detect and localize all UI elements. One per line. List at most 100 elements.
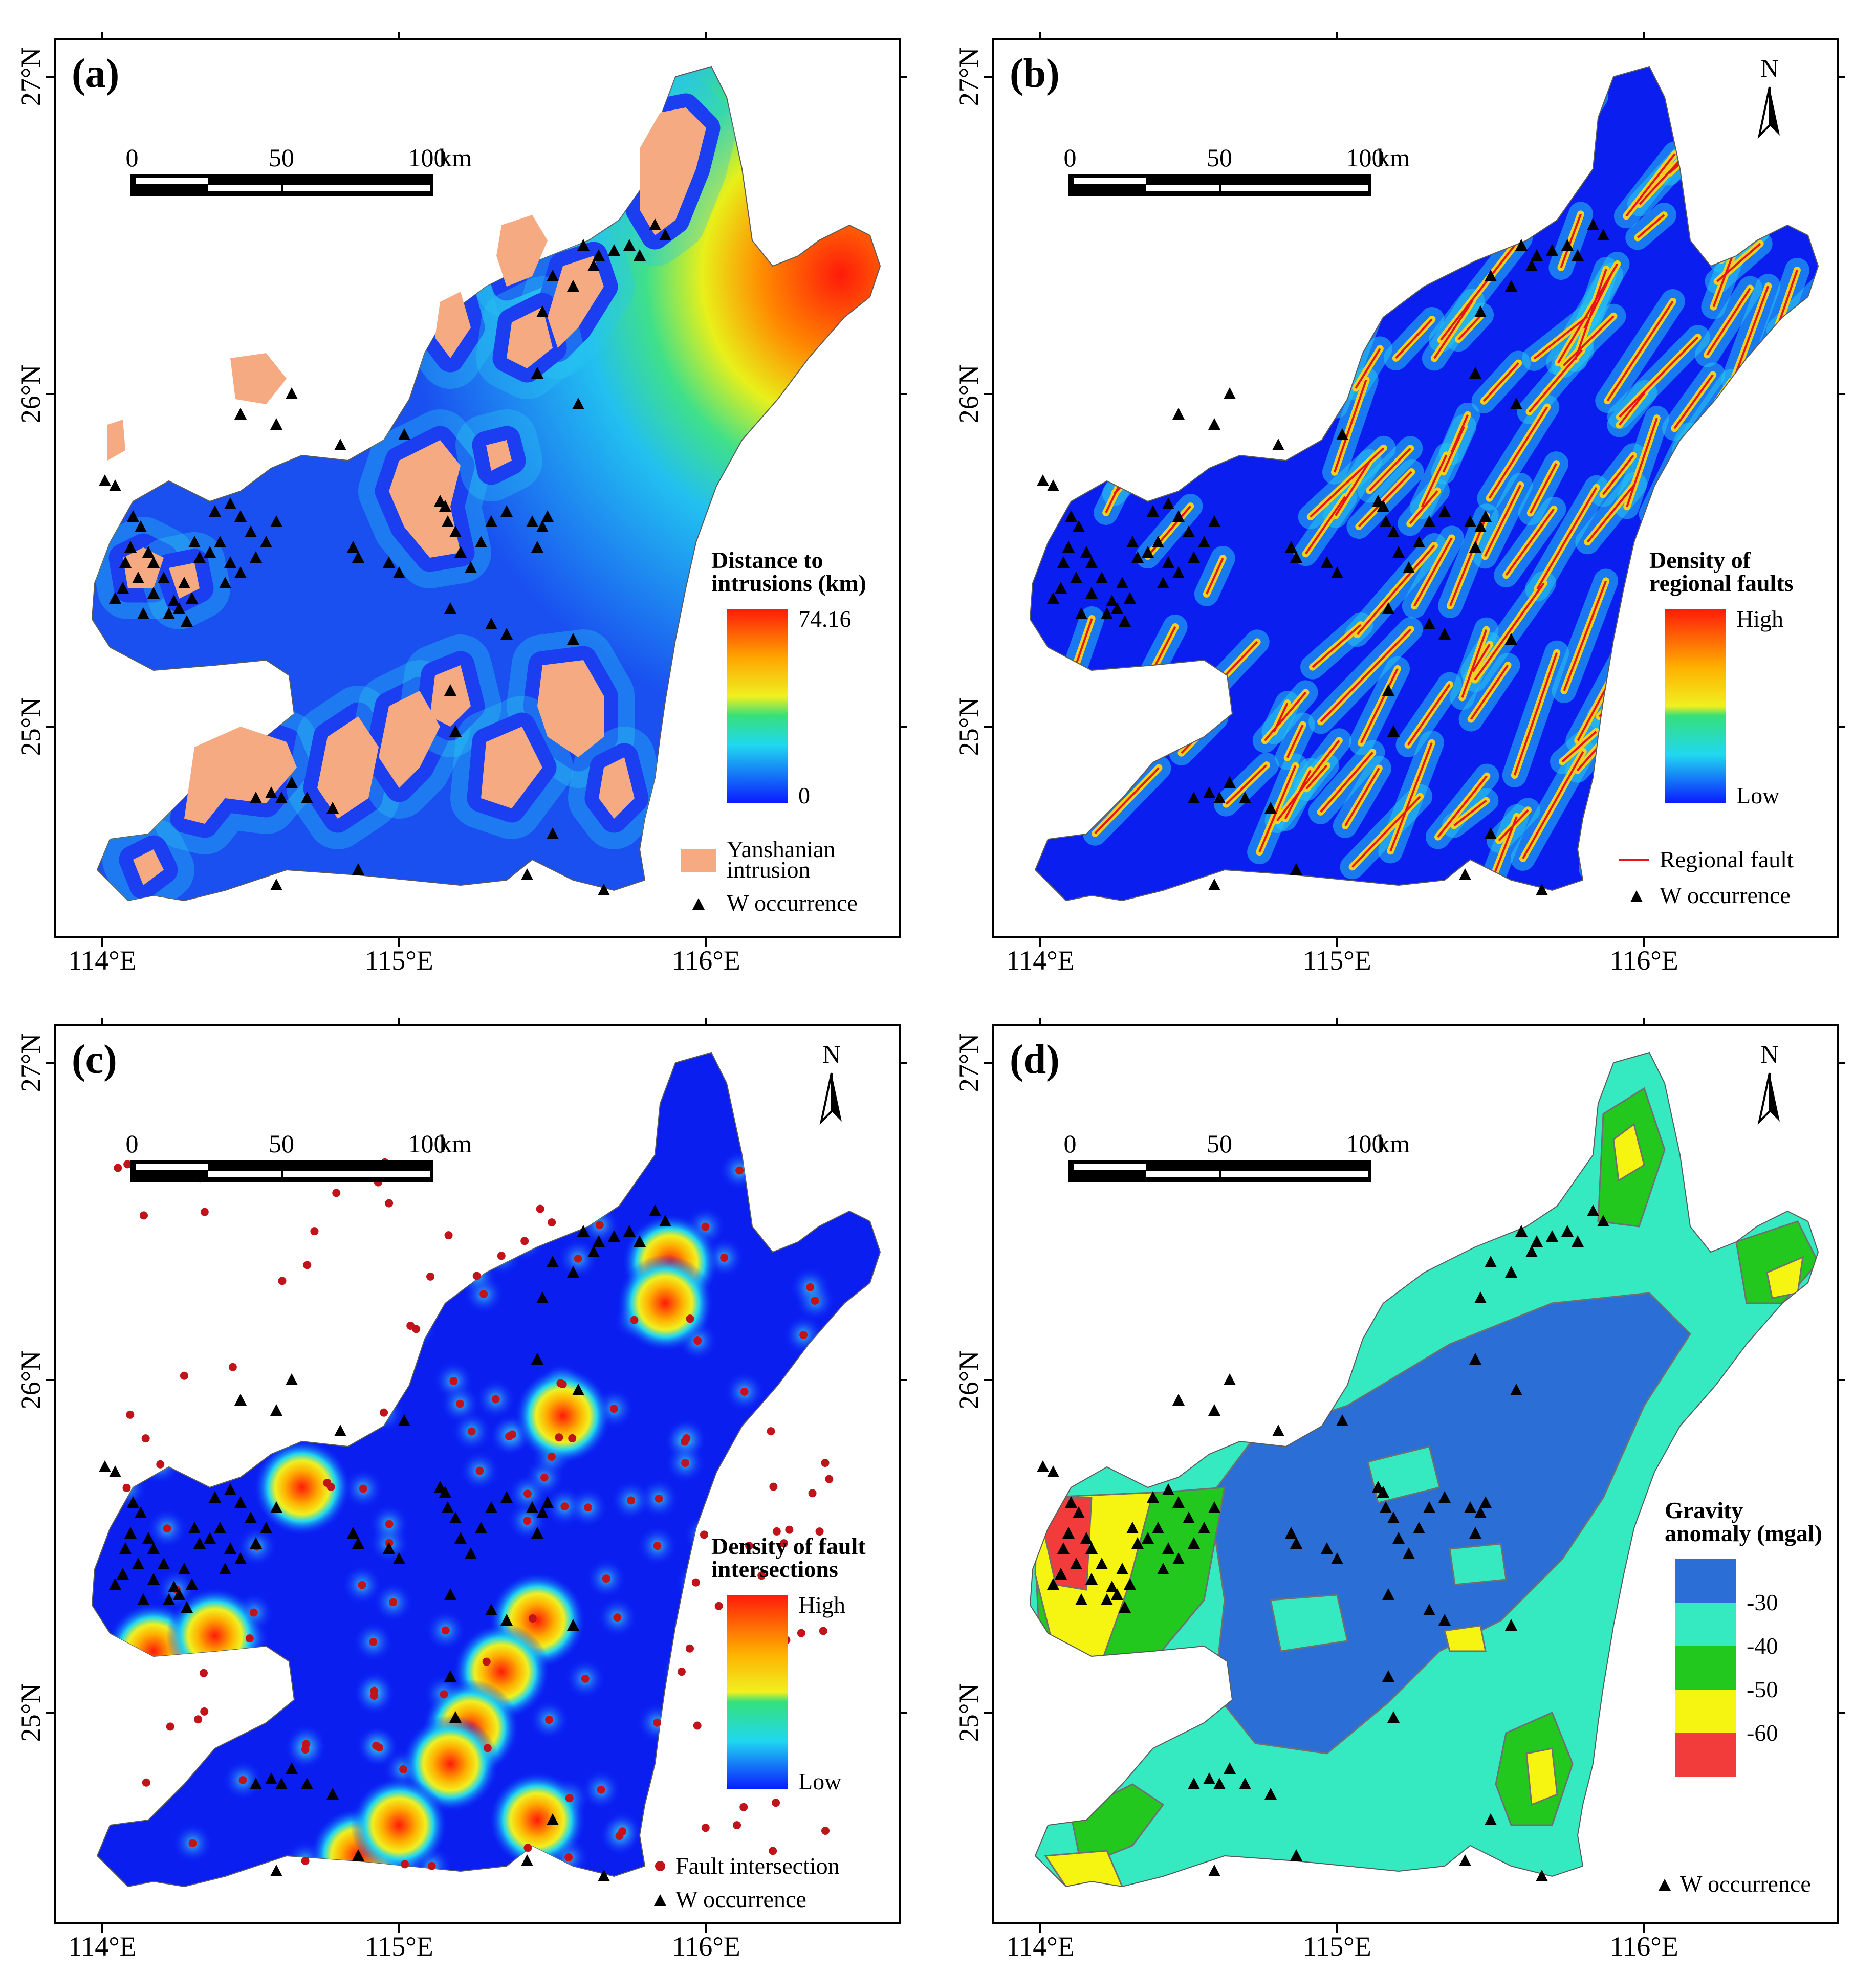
w-occurrence-marker [147,587,160,599]
w-occurrence-marker [398,1414,410,1426]
lon-tick-label: 115°E [1303,1931,1371,1962]
w-occurrence-marker [475,536,487,547]
scale-bar-seg [1074,178,1146,184]
fault-intersection [122,1483,131,1492]
fault-intersection [785,1525,794,1534]
w-occurrence-marker [1380,1501,1392,1513]
fault-intersection [720,1254,729,1262]
fault-halo-core [1095,749,1130,783]
fault-intersection [693,1336,702,1345]
regional-fault [1305,764,1328,790]
w-occurrence-marker [1372,1481,1384,1493]
w-occurrence-marker [1065,510,1077,522]
density-hotspot [489,1771,586,1869]
w-occurrence-marker [347,1527,359,1539]
w-occurrence-marker [454,546,467,558]
fault-intersection [767,1427,775,1436]
gravity-zone-neg40 [1270,1594,1348,1652]
fault-halo [1325,181,1435,285]
w-occurrence-marker [168,595,180,606]
w-occurrence-marker [1055,1568,1067,1580]
w-occurrence-marker [500,1491,513,1503]
fault-intersection [701,1824,710,1832]
w-occurrence-marker [1239,792,1251,803]
w-occurrence-marker [109,1465,121,1477]
lon-tick-label: 116°E [1610,1931,1678,1962]
fault-intersection [156,1460,165,1469]
intrusion-swatch [681,849,716,872]
fault-intersection [536,1204,544,1213]
regional-fault [1733,405,1754,440]
scale-unit: km [1377,143,1410,172]
w-occurrence-marker [1510,1384,1522,1395]
w-occurrence-marker [1536,884,1548,895]
w-occurrence-marker [142,546,155,558]
w-occurrence-marker [500,505,513,517]
panel-a-distance-to-intrusions: 114°E 115°E 116°E 27°N 26°N 25°N (a) 0 50 100 km Di… [0,0,938,986]
w-occurrence-marker [163,607,175,619]
w-occurrence-marker [1423,618,1435,629]
fault-intersection [627,1496,636,1505]
lon-tick-label: 116°E [672,1931,740,1962]
gravity-class-label: -50 [1747,1676,1778,1702]
regional-fault [1457,314,1482,340]
study-area-outline [1029,1051,1819,1888]
scale-bar-seg [1221,185,1368,191]
regional-fault [1626,418,1658,508]
w-occurrence-marker [1525,259,1538,271]
map-border [992,1024,1839,1924]
regional-fault [1320,628,1412,722]
fault-intersection [811,1297,819,1305]
fault-intersection [369,1637,378,1646]
w-occurrence-marker [1597,1215,1609,1226]
fault-halo-core [1751,411,1796,492]
w-occurrence-marker [1080,546,1093,558]
w-occurrence-marker [1382,602,1394,614]
fault-halo-core [1114,330,1189,402]
fault-intersection [528,1614,537,1623]
w-occurrence-marker [547,827,559,839]
fault-intersection [449,1377,458,1386]
fault-halo-core [1498,80,1600,175]
fault-halo-core [1641,668,1669,718]
w-occurrence-marker [1116,1563,1128,1574]
w-occurrence-marker [1157,577,1169,588]
extra-legend: Fault intersection W occurrence [654,1853,840,1912]
regional-fault [1114,424,1181,494]
fault-intersection [114,1164,122,1172]
fault-halo [1283,183,1369,259]
regional-fault [1522,751,1584,859]
gravity-zone-neg50 [1044,1850,1124,1887]
density-hotspot [253,1439,351,1536]
fault-intersection [556,1379,565,1388]
w-occurrence-marker [1285,1527,1297,1539]
regional-fault [1472,644,1491,672]
yanshanian-intrusion [640,107,706,235]
regional-fault [1474,582,1545,681]
intrusion-layer [107,107,706,885]
w-occurrence-marker [99,474,111,486]
lat-tick-label: 26°N [15,1351,46,1410]
regional-fault [1738,690,1751,721]
legend-title-2: intrusions (km) [711,570,866,596]
w-occurrence-marker [1423,515,1435,527]
w-occurrence-marker [1423,1501,1435,1513]
fault-halo [1688,124,1771,200]
scale-unit: km [439,143,472,172]
w-occurrence-marker [634,1235,646,1247]
regional-fault [1470,664,1509,720]
fault-halo-core [1417,85,1477,158]
scale-bar-seg [1221,1171,1368,1177]
lat-tick-label: 26°N [953,1351,984,1410]
fault-halo [1490,71,1608,184]
fault-intersection [613,1613,622,1622]
fault-halo-core [1251,318,1277,379]
fault-halo [1739,459,1818,565]
occurrence-legend-label: W occurrence [1660,882,1791,908]
w-occurrence-marker [1124,1578,1136,1590]
w-occurrence-marker [1037,474,1049,486]
w-occurrence-marker [1172,1394,1185,1406]
fault-halo-core [1742,700,1802,795]
w-occurrence-marker [1264,1788,1277,1800]
